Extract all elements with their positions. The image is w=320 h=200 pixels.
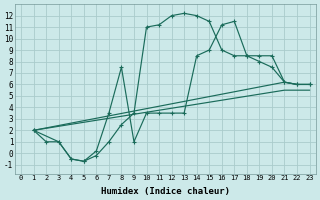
X-axis label: Humidex (Indice chaleur): Humidex (Indice chaleur) xyxy=(101,187,230,196)
